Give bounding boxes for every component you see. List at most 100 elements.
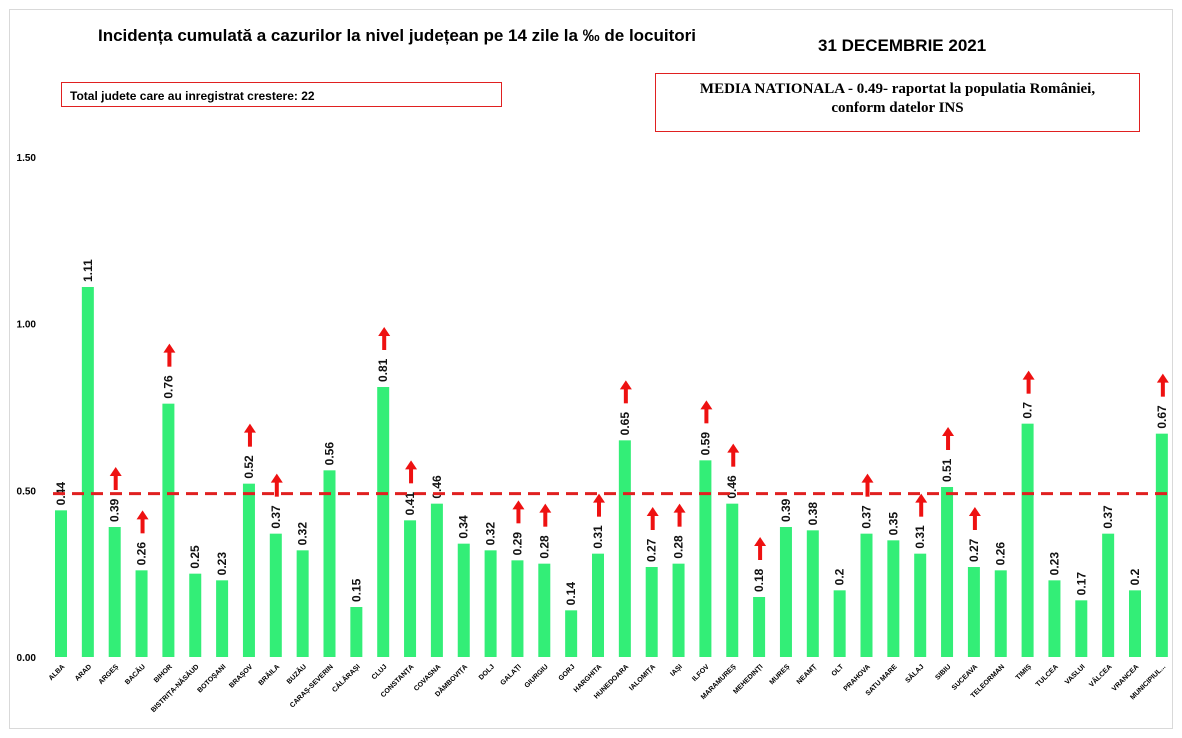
increase-arrow-shaft <box>597 500 601 517</box>
value-label: 0.37 <box>269 505 283 529</box>
bar <box>1075 600 1088 657</box>
increase-arrow-shaft <box>516 507 521 524</box>
category-label: CĂLĂRAȘI <box>330 662 362 694</box>
bar <box>216 580 229 657</box>
category-label: CLUJ <box>371 663 389 681</box>
value-label: 0.51 <box>940 458 954 482</box>
chart-date: 31 DECEMBRIE 2021 <box>818 36 987 55</box>
bar <box>806 530 819 657</box>
bar <box>108 527 121 657</box>
total-increase-note: Total judete care au inregistrat crester… <box>61 82 502 107</box>
value-label: 0.65 <box>618 412 632 436</box>
increase-arrow-head <box>619 380 632 390</box>
bar <box>296 550 309 657</box>
increase-arrow-shaft <box>919 500 924 517</box>
value-label: 0.2 <box>1128 568 1142 585</box>
bar <box>699 460 712 657</box>
category-label: BACĂU <box>123 662 147 686</box>
chart-frame <box>9 9 1173 729</box>
bar <box>323 470 336 657</box>
category-label: IAȘI <box>669 663 684 678</box>
increase-arrow-shaft <box>140 517 145 534</box>
category-label: ILFOV <box>691 663 711 683</box>
bar <box>833 590 846 657</box>
increase-arrow-head <box>593 493 605 503</box>
category-label: SUCEAVA <box>951 663 979 691</box>
category-label: IALOMIȚA <box>628 663 657 692</box>
value-label: 0.23 <box>215 552 229 576</box>
value-label: 0.28 <box>672 535 686 559</box>
increase-arrow-head <box>405 460 418 470</box>
bar <box>1102 533 1115 657</box>
y-tick-label: 1.00 <box>17 320 37 331</box>
bar <box>484 550 497 657</box>
value-label: 0.39 <box>108 498 122 522</box>
increase-arrow-shaft <box>409 467 414 484</box>
increase-arrow-shaft <box>167 350 172 367</box>
increase-arrow-shaft <box>865 480 870 497</box>
increase-arrow-head <box>673 503 686 513</box>
value-label: 0.41 <box>403 492 417 516</box>
category-label: GORJ <box>558 663 577 682</box>
value-label: 0.7 <box>1021 402 1035 419</box>
increase-arrow-head <box>968 507 981 516</box>
increase-arrow-head <box>512 500 525 510</box>
category-label: VÂLCEA <box>1087 662 1114 689</box>
bar <box>726 503 739 657</box>
increase-arrow-head <box>539 503 552 513</box>
bar <box>860 533 873 657</box>
category-label: SĂLAJ <box>903 662 926 685</box>
value-label: 0.39 <box>779 498 793 522</box>
increase-arrow-head <box>942 427 955 436</box>
category-label: SIBIU <box>934 663 952 681</box>
bar <box>135 570 148 657</box>
increase-arrow-shaft <box>972 514 977 530</box>
value-label: 0.32 <box>296 522 310 546</box>
value-label: 0.38 <box>806 502 820 526</box>
category-label: VASLUI <box>1064 663 1087 686</box>
y-tick-label: 0.50 <box>17 486 37 497</box>
value-label: 0.81 <box>376 358 390 382</box>
value-label: 0.26 <box>135 542 149 566</box>
increase-arrow-head <box>700 400 713 410</box>
bar <box>189 573 202 657</box>
category-label: BUZĂU <box>284 662 308 686</box>
value-label: 0.37 <box>860 505 874 529</box>
increase-arrow-shaft <box>1160 380 1165 397</box>
bar <box>1048 580 1061 657</box>
increase-arrow-shaft <box>704 407 709 424</box>
increase-arrow-head <box>378 327 391 336</box>
category-label: BISTRIȚA-NĂSĂUD <box>149 662 201 714</box>
category-label: BRĂILA <box>256 662 281 687</box>
value-label: 0.35 <box>886 512 900 536</box>
increase-arrow-head <box>1156 373 1169 383</box>
increase-arrow-shaft <box>623 387 628 404</box>
increase-arrow-shaft <box>731 450 736 467</box>
category-label: TIMIȘ <box>1015 663 1033 681</box>
national-average-line1: MEDIA NATIONALA - 0.49- raportat la popu… <box>699 81 1096 97</box>
bar <box>645 567 658 657</box>
bar <box>1129 590 1141 657</box>
bar <box>779 527 792 657</box>
y-tick-label: 1.50 <box>17 153 37 164</box>
category-label: BOTOȘANI <box>197 663 228 694</box>
increase-arrow-head <box>646 507 659 516</box>
value-label: 0.26 <box>994 542 1008 566</box>
increase-arrow-head <box>243 423 256 433</box>
increase-arrow-head <box>136 510 149 520</box>
bar <box>887 540 900 657</box>
increase-arrow-shaft <box>1026 377 1031 394</box>
value-label: 0.2 <box>833 568 847 585</box>
value-label: 0.37 <box>1101 505 1115 529</box>
increase-arrow-head <box>861 473 874 483</box>
value-label: 0.29 <box>510 532 524 556</box>
bar <box>81 287 94 657</box>
category-label: TULCEA <box>1035 663 1060 688</box>
category-label: GIURGIU <box>524 663 550 689</box>
value-label: 0.31 <box>591 525 605 549</box>
value-label: 0.17 <box>1074 572 1088 596</box>
category-label: MUREȘ <box>769 663 792 686</box>
increase-arrow-shaft <box>758 544 763 560</box>
y-tick-label: 0.00 <box>17 653 37 664</box>
